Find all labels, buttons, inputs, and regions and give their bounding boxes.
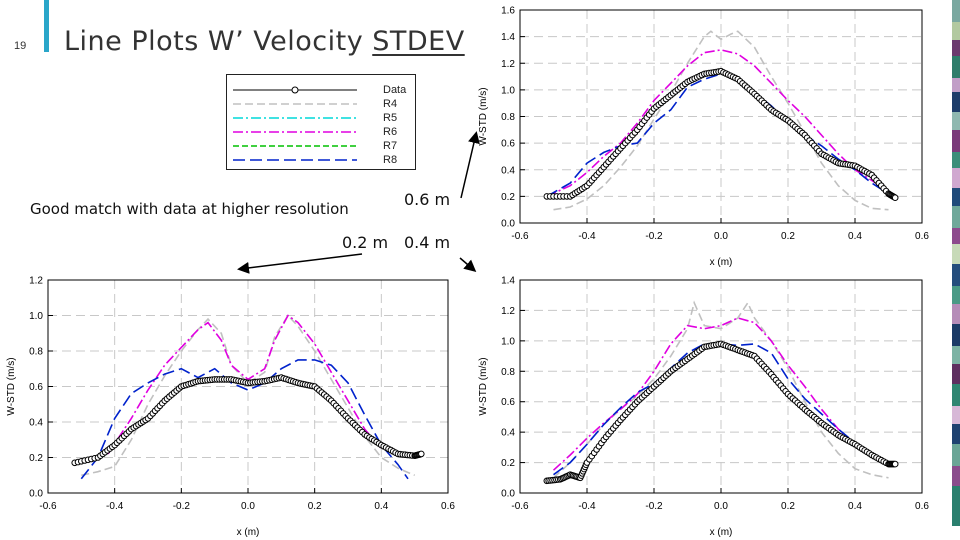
y-tick-label: 0.4 bbox=[501, 428, 515, 439]
data-point-marker bbox=[891, 460, 899, 468]
x-axis-label: x (m) bbox=[710, 527, 733, 538]
y-tick-label: 0.0 bbox=[501, 219, 515, 230]
legend-swatch-r7 bbox=[233, 145, 357, 147]
data-point-marker bbox=[418, 450, 425, 458]
chart-z04: -0.6 -0.4 -0.2 0.0 0.2 0.4 0.6 0.0 0.2 0.4 0.6 0.8 1… bbox=[478, 276, 929, 539]
slide-title: Line Plots W’ Velocity STDEV bbox=[64, 26, 465, 57]
legend-item-r7: R7 bbox=[227, 139, 415, 153]
legend-label-r5: R5 bbox=[383, 112, 398, 124]
y-tick-label: 0.0 bbox=[501, 489, 515, 500]
x-tick-label: 0.0 bbox=[714, 501, 728, 512]
data-point-marker bbox=[891, 194, 899, 201]
chart-z02: -0.6 -0.4 -0.2 0.0 0.2 0.4 0.6 0.0 0.2 0.4 0.6 0.8 1… bbox=[6, 276, 455, 539]
x-tick-label: -0.6 bbox=[39, 501, 57, 512]
legend-label-r8: R8 bbox=[383, 154, 398, 166]
legend-label-r6: R6 bbox=[383, 126, 398, 138]
y-tick-label: 1.0 bbox=[501, 336, 515, 347]
legend-item-data: Data bbox=[227, 83, 415, 97]
y-tick-label: 1.6 bbox=[501, 6, 515, 17]
legend-swatch-r6 bbox=[233, 131, 357, 133]
title-accent-bar bbox=[44, 0, 49, 52]
chart-z06: -0.6 -0.4 -0.2 0.0 0.2 0.4 0.6 0.0 0.2 0.4 0.6 0.8 1… bbox=[478, 6, 929, 269]
x-tick-label: 0.4 bbox=[848, 501, 862, 512]
legend-swatch-r5 bbox=[233, 117, 357, 119]
label-0-6-m: 0.6 m bbox=[404, 190, 451, 209]
x-axis-label: x (m) bbox=[710, 257, 733, 268]
x-tick-label: -0.6 bbox=[511, 501, 529, 512]
y-tick-label: 1.2 bbox=[501, 306, 515, 317]
slide-number: 19 bbox=[14, 40, 27, 52]
slide-title-underlined: STDEV bbox=[372, 26, 465, 57]
x-tick-label: -0.4 bbox=[578, 231, 596, 242]
legend-label-data: Data bbox=[383, 84, 407, 96]
x-tick-label: -0.4 bbox=[106, 501, 124, 512]
x-tick-label: -0.2 bbox=[645, 501, 663, 512]
arrow-to-0-2-m-chart bbox=[237, 253, 363, 274]
y-tick-label: 0.6 bbox=[501, 397, 515, 408]
x-tick-label: 0.6 bbox=[441, 501, 455, 512]
y-tick-label: 0.8 bbox=[29, 347, 43, 358]
decorative-color-strip bbox=[952, 0, 960, 540]
y-tick-label: 1.4 bbox=[501, 32, 515, 43]
y-tick-label: 1.0 bbox=[29, 311, 43, 322]
plot-frame bbox=[519, 279, 923, 494]
series-line-r8 bbox=[553, 343, 889, 476]
legend-item-r6: R6 bbox=[227, 125, 415, 139]
x-tick-label: -0.2 bbox=[173, 501, 191, 512]
legend-item-r5: R5 bbox=[227, 111, 415, 125]
y-tick-label: 1.4 bbox=[501, 276, 515, 287]
slide-title-prefix: Line Plots W’ Velocity bbox=[64, 26, 373, 57]
x-axis-label: x (m) bbox=[237, 527, 260, 538]
y-tick-label: 0.2 bbox=[29, 453, 43, 464]
arrow-to-0-4-m-chart bbox=[459, 257, 477, 272]
label-0-2-m: 0.2 m bbox=[342, 233, 389, 252]
legend-swatch-r4 bbox=[233, 103, 357, 105]
arrow-to-0-6-m-chart bbox=[460, 131, 480, 199]
series-line-r6 bbox=[107, 314, 382, 455]
plot-frame bbox=[47, 279, 449, 494]
x-tick-label: -0.2 bbox=[645, 231, 663, 242]
y-axis-label: W-STD (m/s) bbox=[478, 87, 489, 145]
x-tick-label: 0.2 bbox=[308, 501, 322, 512]
x-tick-label: 0.2 bbox=[781, 501, 795, 512]
y-tick-label: 0.6 bbox=[501, 139, 515, 150]
y-axis-label: W-STD (m/s) bbox=[478, 357, 489, 415]
series-line-r8 bbox=[80, 359, 409, 480]
x-tick-label: 0.6 bbox=[915, 231, 929, 242]
y-tick-label: 1.2 bbox=[29, 276, 43, 287]
y-tick-label: 0.8 bbox=[501, 367, 515, 378]
y-tick-label: 0.4 bbox=[29, 418, 43, 429]
chart-legend: Data R4 R5 R6 R7 R8 bbox=[226, 74, 416, 170]
y-tick-label: 0.2 bbox=[501, 458, 515, 469]
x-tick-label: 0.2 bbox=[781, 231, 795, 242]
x-tick-label: -0.6 bbox=[511, 231, 529, 242]
legend-item-r4: R4 bbox=[227, 97, 415, 111]
x-tick-label: 0.6 bbox=[915, 501, 929, 512]
x-tick-label: 0.0 bbox=[241, 501, 255, 512]
y-tick-label: 1.0 bbox=[501, 85, 515, 96]
legend-label-r4: R4 bbox=[383, 98, 398, 110]
legend-swatch-data bbox=[233, 86, 357, 94]
legend-swatch-r8 bbox=[233, 159, 357, 161]
y-tick-label: 0.4 bbox=[501, 165, 515, 176]
legend-label-r7: R7 bbox=[383, 140, 398, 152]
note-good-match: Good match with data at higher resolutio… bbox=[30, 200, 349, 218]
label-0-4-m: 0.4 m bbox=[404, 233, 451, 252]
x-tick-label: 0.4 bbox=[374, 501, 388, 512]
x-tick-label: -0.4 bbox=[578, 501, 596, 512]
y-tick-label: 0.0 bbox=[29, 489, 43, 500]
x-tick-label: 0.4 bbox=[848, 231, 862, 242]
series-line-r4 bbox=[553, 30, 889, 211]
plot-frame bbox=[519, 9, 923, 224]
y-tick-label: 0.2 bbox=[501, 192, 515, 203]
y-axis-label: W-STD (m/s) bbox=[6, 357, 17, 415]
y-tick-label: 0.8 bbox=[501, 112, 515, 123]
legend-item-r8: R8 bbox=[227, 153, 415, 167]
x-tick-label: 0.0 bbox=[714, 231, 728, 242]
y-tick-label: 1.2 bbox=[501, 59, 515, 70]
y-tick-label: 0.6 bbox=[29, 382, 43, 393]
